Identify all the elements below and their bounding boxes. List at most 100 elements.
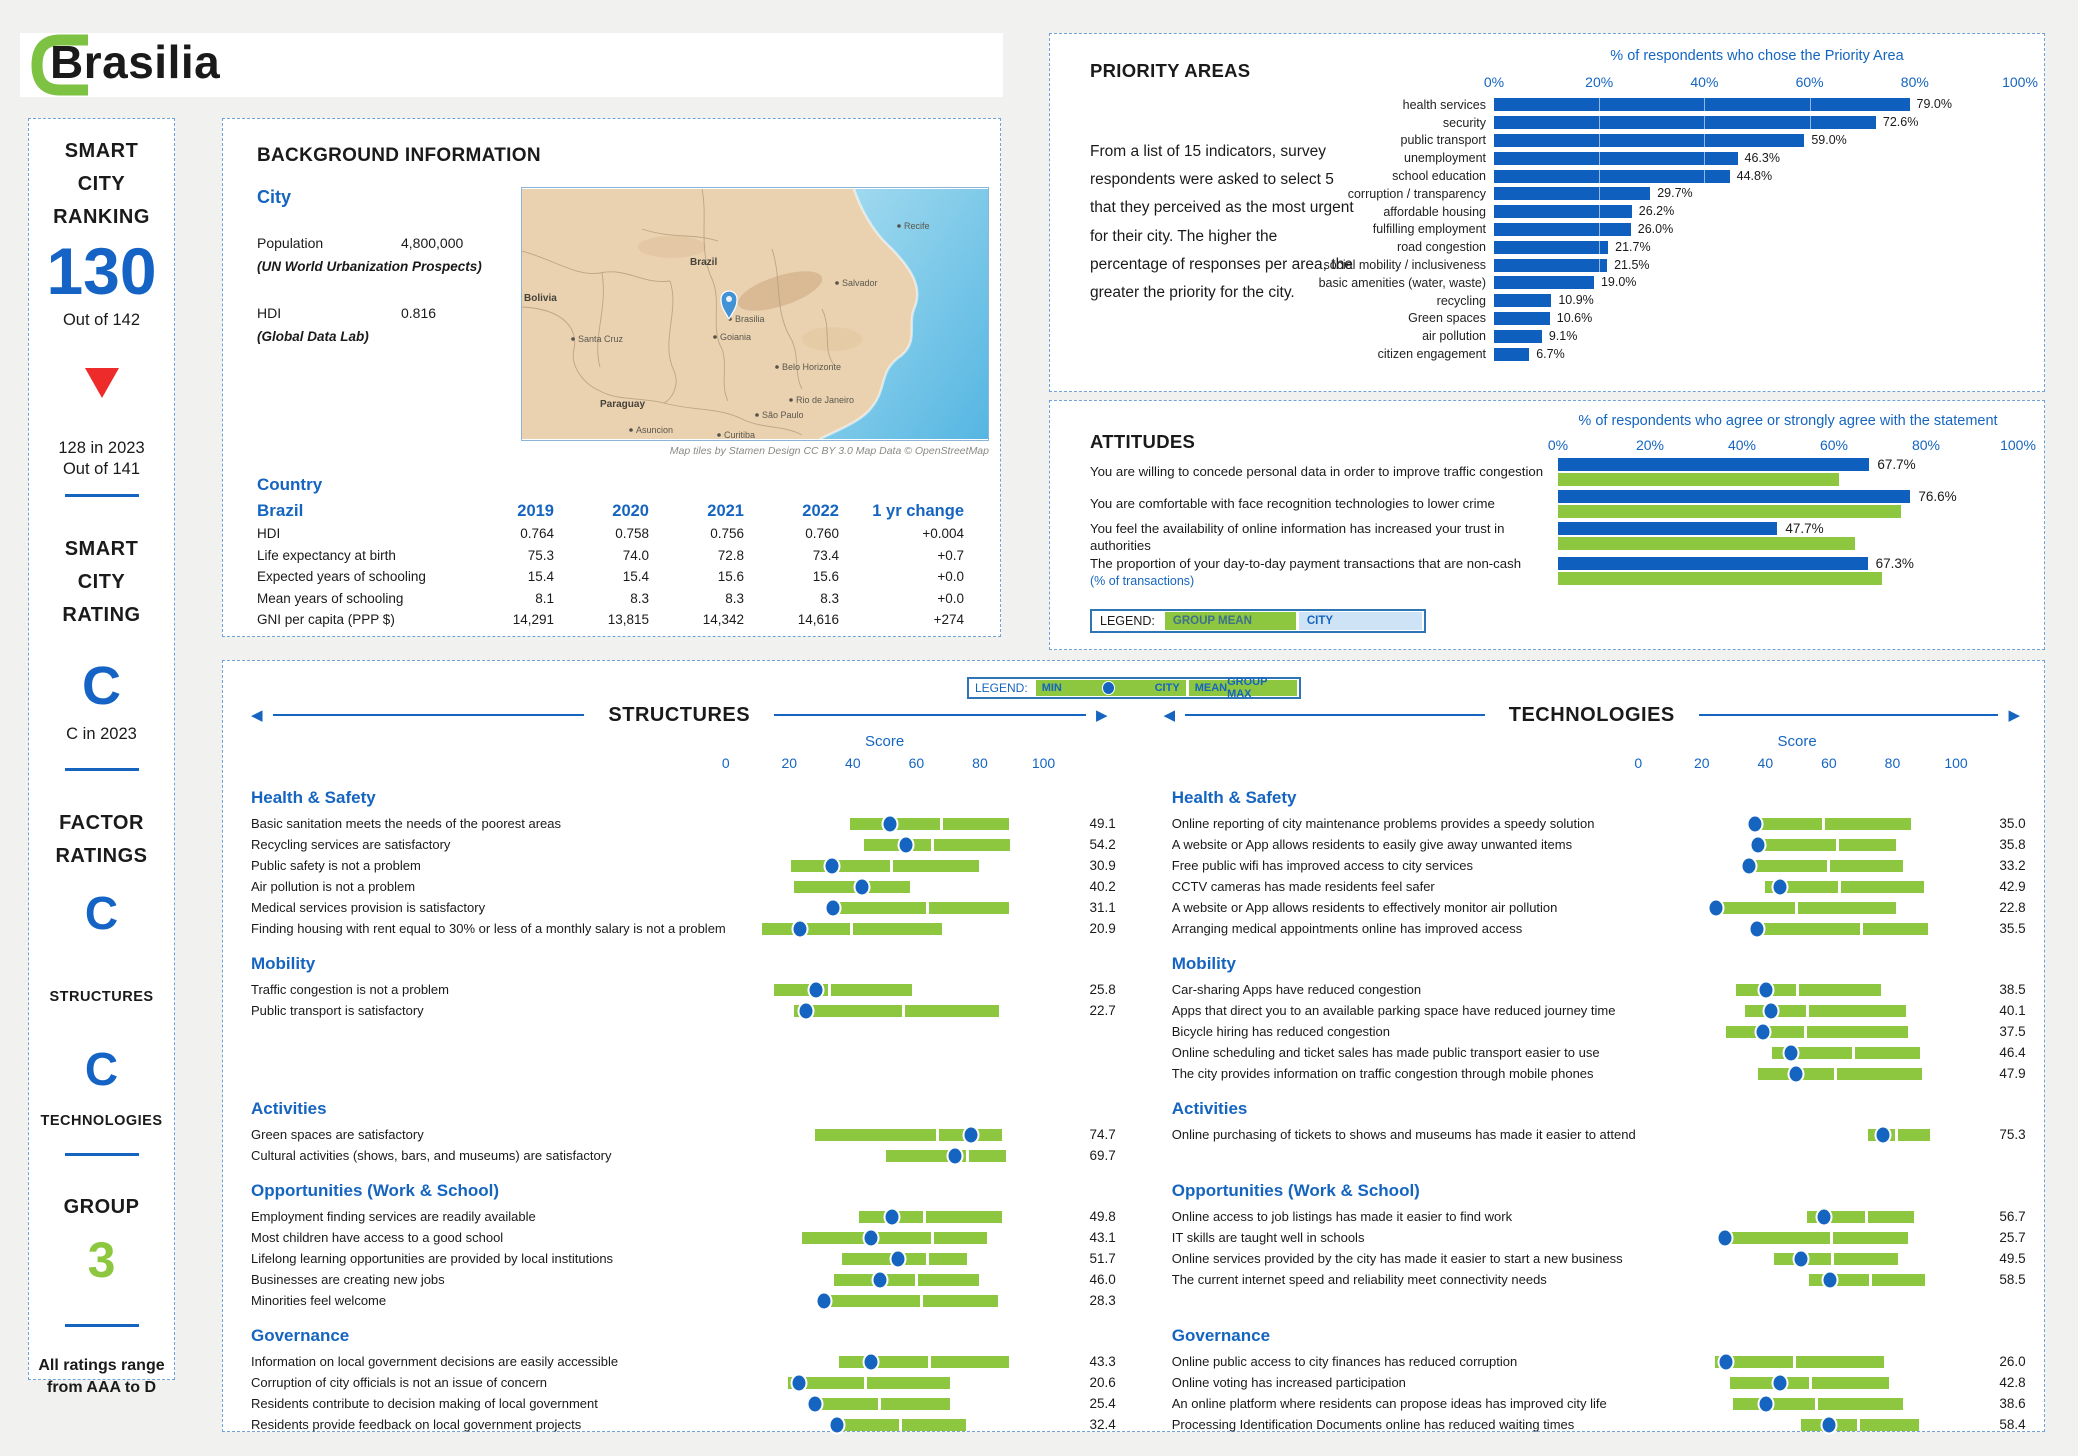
right-arrow-icon: ▶ — [2008, 706, 2021, 724]
city-score-dot — [1815, 1207, 1833, 1226]
country-table-cell: 75.3 — [527, 547, 554, 563]
map-city-label: Brazil — [690, 257, 717, 268]
indicator-label: Car-sharing Apps have reduced congestion — [1171, 982, 1422, 997]
factor-indicator-row: Lifelong learning opportunities are prov… — [251, 1248, 1116, 1269]
city-score-dot — [862, 1228, 880, 1247]
factor-axis: Score 0 20 40 60 80 100 — [722, 733, 1055, 777]
factor-indicator-row: Air pollution is not a problem 40.2 — [251, 876, 1116, 897]
country-name: Brazil — [257, 501, 304, 520]
indicator-range-chart — [1644, 1269, 1962, 1290]
divider — [64, 1324, 139, 1327]
priority-category-label: road congestion — [1397, 240, 1486, 255]
ratings-footnote: All ratings range from AAA to D — [38, 1357, 165, 1396]
rank-down-arrow-icon — [84, 368, 119, 398]
country-stats-table: Brazil 2019 2020 2021 2022 1 yr change HDI 0.… — [257, 499, 969, 631]
country-table-cell: 73.4 — [812, 547, 839, 563]
city-score-dot — [790, 1373, 808, 1392]
indicator-score-value: 22.7 — [1089, 1003, 1116, 1018]
structures-rating-label: STRUCTURES — [49, 989, 154, 1005]
country-table-col-header: 2021 — [707, 501, 744, 520]
priority-bar-track: 29.7% — [1494, 186, 2020, 201]
population-label: Population — [257, 235, 324, 251]
map-city-label: São Paulo — [762, 410, 804, 420]
group-mean-gap — [849, 922, 853, 935]
indicator-label: IT skills are taught well in schools — [1171, 1230, 1365, 1245]
city-score-dot — [1771, 877, 1789, 896]
group-mean-gap — [919, 1294, 923, 1307]
min-max-range-bar — [1772, 1046, 1921, 1059]
indicator-score-value: 40.1 — [1999, 1003, 2026, 1018]
indicator-label: Green spaces are satisfactory — [251, 1127, 424, 1142]
factor-indicator-row: The current internet speed and reliabili… — [1172, 1269, 2026, 1290]
factor-indicator-row: Bicycle hiring has reduced congestion 37.… — [1172, 1021, 2026, 1042]
priority-bar-row: affordable housing 26.2% — [1246, 203, 2034, 221]
axis-tick-label: 20 — [1693, 755, 1710, 771]
indicator-range-chart — [734, 1124, 1052, 1145]
priority-category-label: citizen engagement — [1377, 347, 1486, 362]
priority-bar — [1494, 240, 1609, 254]
factor-indicator-row: Traffic congestion is not a problem 25.8 — [251, 979, 1116, 1000]
factor-indicator-row: Employment finding services are readily … — [251, 1206, 1116, 1227]
factor-indicator-row: A website or App allows residents to eff… — [1172, 897, 2026, 918]
group-mean-gap — [1821, 817, 1825, 830]
city-score-dot — [815, 1291, 833, 1310]
indicator-label: Employment finding services are readily … — [251, 1209, 536, 1224]
attitude-statement: You are comfortable with face recognitio… — [1090, 495, 1495, 511]
map-city-label: Recife — [904, 221, 930, 231]
city-score-dot — [791, 919, 809, 938]
attitude-row: You are willing to concede personal data… — [1090, 457, 2034, 487]
map-borders — [522, 188, 835, 436]
attitude-city-value: 67.7% — [1877, 457, 1916, 472]
indicator-range-chart — [734, 897, 1052, 918]
attitude-statement: You feel the availability of online info… — [1090, 521, 1505, 553]
hdi-source: (Global Data Lab) — [257, 329, 369, 344]
city-score-dot — [1757, 1394, 1775, 1413]
factor-indicator-row: Businesses are creating new jobs 46.0 — [251, 1269, 1116, 1290]
priority-bar-track: 26.0% — [1494, 222, 2020, 236]
indicator-score-value: 75.3 — [1999, 1127, 2026, 1142]
city-score-dot — [807, 980, 825, 999]
indicator-range-chart — [1644, 979, 1962, 1000]
priority-bar-track: 72.6% — [1494, 115, 2020, 130]
brand-c-logo-icon — [31, 34, 88, 96]
country-table-cell: 74.0 — [622, 547, 649, 563]
indicator-score-value: 56.7 — [1999, 1209, 2026, 1224]
city-score-dot — [1782, 1043, 1800, 1062]
score-axis-label: Score — [1777, 733, 1817, 750]
country-table-cell: 0.764 — [520, 526, 554, 542]
indicator-label: Finding housing with rent equal to 30% o… — [251, 921, 726, 936]
country-table-col-header: 2019 — [517, 501, 554, 520]
priority-bar-row: Green spaces 10.6% — [1246, 310, 2034, 328]
country-table-cell: 72.8 — [717, 547, 744, 563]
priority-areas-chart: % of respondents who chose the Priority … — [1246, 48, 2038, 363]
factor-indicator-row: Processing Identification Documents onli… — [1172, 1414, 2026, 1435]
factor-indicator-row: Corruption of city officials is not an i… — [251, 1372, 1116, 1393]
left-arrow-icon: ◀ — [1163, 706, 1176, 724]
factor-section: Governance Information on local governmen… — [251, 1325, 1116, 1435]
indicator-label: Cultural activities (shows, bars, and mu… — [251, 1148, 612, 1163]
factor-indicator-row: CCTV cameras has made residents feel saf… — [1172, 876, 2026, 897]
factor-indicator-row: Online services provided by the city has… — [1172, 1248, 2026, 1269]
group-mean-gap — [899, 1418, 903, 1431]
attitude-bars: 67.7% — [1558, 457, 2018, 487]
indicator-label: Minorities feel welcome — [251, 1293, 387, 1308]
country-table-cell: +274 — [933, 612, 964, 628]
indicator-label: Online access to job listings has made i… — [1171, 1209, 1513, 1224]
indicator-range-chart — [734, 1414, 1052, 1435]
indicator-label: Recycling services are satisfactory — [251, 837, 451, 852]
country-table-cell: +0.004 — [922, 526, 964, 542]
group-mean-gap — [1831, 1252, 1835, 1265]
min-max-range-bar — [859, 1210, 1003, 1223]
country-table-cell: 15.4 — [527, 569, 554, 585]
priority-bar — [1494, 151, 1738, 165]
priority-bar-track: 10.9% — [1494, 293, 2020, 308]
factor-indicator-row: Car-sharing Apps have reduced congestion… — [1172, 979, 2026, 1000]
group-title: GROUP — [63, 1196, 140, 1218]
indicator-score-value: 35.0 — [1999, 816, 2026, 831]
indicator-score-value: 25.8 — [1089, 982, 1116, 997]
attitude-row: You feel the availability of online info… — [1090, 521, 2034, 554]
priority-bar — [1494, 169, 1730, 183]
min-max-range-bar — [1726, 1025, 1908, 1038]
indicator-score-value: 37.5 — [1999, 1024, 2026, 1039]
factor-column-header: ◀ STRUCTURES ▶ Score 0 20 40 60 80 100 — [251, 703, 1108, 777]
